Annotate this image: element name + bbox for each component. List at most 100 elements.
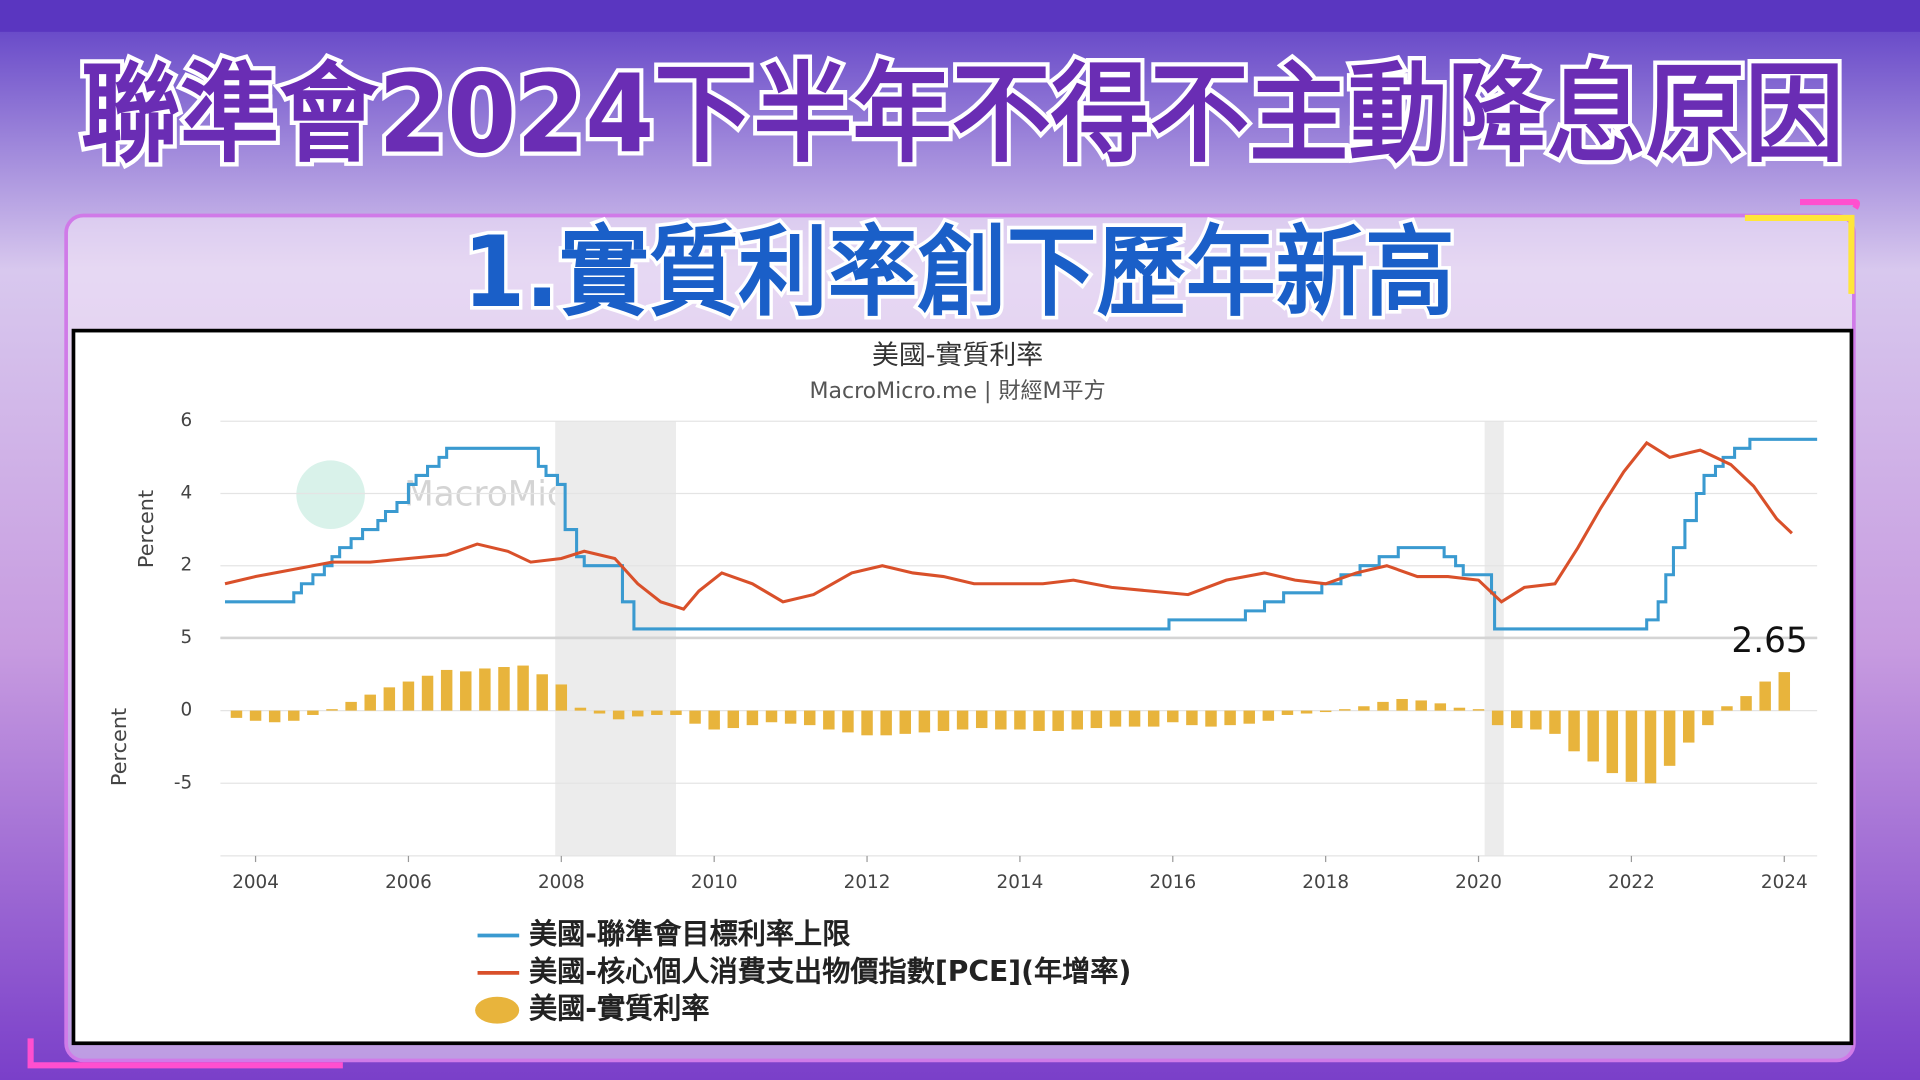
bar — [288, 710, 300, 721]
bar — [1243, 710, 1255, 724]
bar — [1109, 710, 1122, 727]
bar — [574, 707, 587, 711]
bar — [1721, 706, 1733, 711]
x-tick-label: 2022 — [1608, 872, 1655, 893]
bar — [1128, 710, 1141, 727]
watermark-logo — [296, 460, 365, 529]
y-tick-label: -5 — [174, 772, 192, 793]
bar — [460, 671, 472, 711]
bar — [708, 710, 720, 730]
neon-corner — [1800, 198, 1860, 210]
bar — [803, 710, 816, 726]
data-label: 2.65 — [1731, 621, 1807, 661]
bar — [612, 710, 625, 720]
bar — [861, 710, 873, 736]
bar — [1759, 681, 1771, 711]
bar — [880, 710, 892, 736]
bar — [517, 665, 529, 711]
bar — [784, 710, 797, 724]
bar — [593, 710, 606, 714]
y-axis-label: Percent — [107, 708, 131, 786]
bar — [1472, 709, 1485, 711]
series-line — [224, 440, 1793, 611]
x-tick-label: 2016 — [1149, 872, 1196, 893]
x-tick-label: 2014 — [997, 872, 1044, 893]
chart-subtitle: MacroMicro.me | 財經M平方 — [809, 379, 1105, 404]
bar — [651, 710, 663, 715]
bar — [555, 684, 568, 711]
bar — [1014, 710, 1026, 730]
bar — [1090, 710, 1103, 729]
bar — [421, 675, 434, 711]
bar — [1147, 710, 1160, 727]
y-tick-label: 6 — [181, 410, 193, 431]
legend-swatch — [475, 996, 520, 1024]
legend-label: 美國-實質利率 — [529, 992, 710, 1025]
bar — [479, 668, 491, 711]
y-tick-label: 5 — [181, 627, 193, 648]
bar — [1224, 710, 1236, 726]
x-tick-label: 2018 — [1302, 872, 1349, 893]
bar — [1415, 700, 1427, 711]
bar — [823, 710, 835, 730]
x-tick-label: 2020 — [1455, 872, 1502, 893]
bar — [364, 694, 376, 711]
bar — [1205, 710, 1217, 727]
top-band — [0, 0, 1920, 32]
bar — [1606, 710, 1619, 774]
bar — [918, 710, 931, 733]
bar — [1396, 698, 1408, 711]
bar — [899, 710, 912, 734]
bar — [230, 710, 243, 718]
bar — [1778, 672, 1791, 711]
bar — [1587, 710, 1599, 762]
bar — [842, 710, 854, 733]
x-tick-label: 2010 — [691, 872, 738, 893]
bar — [402, 681, 415, 711]
bar — [1549, 710, 1561, 734]
y-tick-label: 4 — [181, 482, 193, 503]
x-tick-label: 2008 — [538, 872, 585, 893]
bar — [746, 710, 759, 726]
series-line — [224, 437, 1818, 631]
x-tick-label: 2006 — [385, 872, 432, 893]
bar — [249, 710, 262, 721]
bar — [498, 667, 510, 711]
bar — [1358, 706, 1370, 711]
y-tick-label: 2 — [181, 555, 193, 576]
bar — [1644, 710, 1657, 784]
bar — [1281, 710, 1294, 715]
bar — [383, 687, 396, 711]
bar — [326, 709, 338, 711]
bar — [536, 674, 548, 711]
bar — [1625, 710, 1638, 782]
bar — [727, 710, 740, 729]
legend-label: 美國-核心個人消費支出物價指數[PCE](年增率) — [529, 955, 1131, 988]
bar — [1434, 703, 1447, 711]
bar — [632, 710, 644, 717]
bar — [937, 710, 950, 731]
bar — [1033, 710, 1045, 731]
y-tick-label: 0 — [181, 700, 193, 721]
bar — [1702, 710, 1714, 726]
bar — [1339, 709, 1351, 711]
bar — [670, 710, 682, 715]
bar — [1491, 710, 1504, 726]
bar — [1052, 710, 1064, 731]
bar — [1663, 710, 1676, 766]
bar — [956, 710, 969, 730]
bar — [995, 710, 1007, 730]
bar — [1186, 710, 1198, 726]
bar — [345, 701, 357, 711]
plot-area: 2 4 6 -5 0 5 2004 2006 2008 2010 2012 2014 2016 2018 2… — [174, 410, 1818, 1025]
bar — [975, 710, 988, 729]
x-tick-label: 2012 — [844, 872, 891, 893]
bar — [1167, 710, 1179, 723]
bar — [1319, 710, 1332, 713]
legend-label: 美國-聯準會目標利率上限 — [529, 918, 851, 951]
bar — [1740, 696, 1752, 711]
bar — [1300, 710, 1313, 714]
bar — [440, 669, 453, 711]
